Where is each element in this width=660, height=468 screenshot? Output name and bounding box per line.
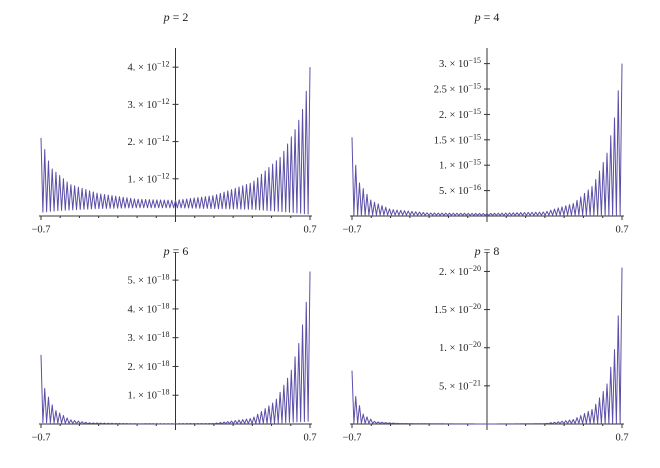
y-tick-mantissa: 5. × 10 [127, 276, 157, 287]
y-tick-mantissa: 4. × 10 [127, 304, 157, 315]
y-tick-label: 4. × 10−18 [127, 301, 169, 315]
x-tick-label: −0.7 [31, 432, 50, 443]
y-tick-label: 1. × 10−20 [439, 340, 481, 354]
y-tick-label: 1.5 × 10−20 [434, 302, 481, 316]
chart-panel: p = 8−0.7 0.75. × 10−211. × 10−201.5 × 10−… [342, 244, 628, 444]
y-tick-mantissa: 3. × 10 [439, 59, 469, 70]
y-tick-exponent: −12 [157, 97, 170, 106]
y-tick-label: 2. × 10−12 [127, 134, 169, 148]
y-tick-label: 3. × 10−12 [127, 97, 169, 111]
x-tick-label: 0.7 [615, 432, 628, 443]
y-tick-mantissa: 2. × 10 [439, 267, 469, 278]
y-tick-exponent: −18 [157, 301, 170, 310]
y-tick-mantissa: 3. × 10 [127, 333, 157, 344]
y-tick-label: 3. × 10−18 [127, 330, 169, 344]
y-tick-mantissa: 1. × 10 [127, 391, 157, 402]
y-tick-mantissa: 2. × 10 [127, 362, 157, 373]
x-tick-label: 0.7 [615, 224, 628, 235]
chart-title-variable: p [163, 10, 170, 24]
chart-title-variable: p [474, 10, 481, 24]
y-tick-exponent: −12 [157, 134, 170, 143]
y-tick-mantissa: 1.5 × 10 [434, 135, 469, 146]
y-tick-label: 2. × 10−15 [439, 107, 481, 121]
chart-panel: p = 2−0.7 0.71. × 10−122. × 10−123. × 10−1… [31, 10, 316, 236]
y-tick-mantissa: 1.5 × 10 [434, 305, 469, 316]
chart-title-variable: p [474, 244, 481, 258]
y-tick-label: 2.5 × 10−15 [434, 82, 481, 96]
chart-panel: p = 4−0.7 0.75. × 10−161. × 10−151.5 × 10−… [342, 10, 628, 236]
y-tick-exponent: −18 [157, 273, 170, 282]
x-tick-label: 0.7 [303, 224, 316, 235]
y-tick-mantissa: 2. × 10 [439, 110, 469, 121]
series-line [351, 63, 623, 216]
chart-title: p = 8 [474, 244, 500, 258]
x-tick-label: −0.7 [342, 432, 361, 443]
y-tick-exponent: −18 [157, 359, 170, 368]
y-tick-exponent: −12 [157, 171, 170, 180]
y-tick-label: 2. × 10−20 [439, 264, 481, 278]
y-tick-mantissa: 5. × 10 [439, 381, 469, 392]
chart-title-value: = 6 [173, 244, 189, 258]
y-tick-exponent: −15 [468, 56, 481, 65]
y-tick-mantissa: 5. × 10 [439, 186, 469, 197]
series-line [351, 267, 623, 425]
y-tick-exponent: −18 [157, 388, 170, 397]
y-tick-label: 5. × 10−21 [439, 378, 481, 392]
y-tick-mantissa: 3. × 10 [127, 100, 157, 111]
y-tick-label: 3. × 10−15 [439, 56, 481, 70]
y-tick-exponent: −15 [468, 82, 481, 91]
y-tick-exponent: −20 [468, 302, 481, 311]
y-tick-mantissa: 1. × 10 [127, 174, 157, 185]
chart-panel: p = 6−0.7 0.71. × 10−182. × 10−183. × 10−1… [31, 244, 316, 444]
chart-title-value: = 8 [484, 244, 500, 258]
x-tick-label: −0.7 [31, 224, 50, 235]
y-tick-exponent: −21 [468, 378, 481, 387]
chart-title-value: = 2 [173, 10, 189, 24]
chart-title-value: = 4 [484, 10, 500, 24]
series-line [40, 271, 311, 425]
y-tick-exponent: −16 [468, 183, 481, 192]
chart-title: p = 4 [474, 10, 500, 24]
chart-title: p = 6 [163, 244, 189, 258]
y-tick-label: 1.5 × 10−15 [434, 132, 481, 146]
y-tick-mantissa: 4. × 10 [127, 63, 157, 74]
y-tick-label: 4. × 10−12 [127, 60, 169, 74]
y-tick-exponent: −15 [468, 158, 481, 167]
chart-title-variable: p [163, 244, 170, 258]
y-tick-mantissa: 2. × 10 [127, 137, 157, 148]
y-tick-mantissa: 1. × 10 [439, 343, 469, 354]
series-line [40, 67, 311, 215]
y-tick-label: 2. × 10−18 [127, 359, 169, 373]
y-tick-mantissa: 1. × 10 [439, 161, 469, 172]
y-tick-exponent: −18 [157, 330, 170, 339]
y-tick-label: 1. × 10−18 [127, 388, 169, 402]
y-tick-label: 5. × 10−16 [439, 183, 481, 197]
y-tick-label: 1. × 10−12 [127, 171, 169, 185]
y-tick-exponent: −20 [468, 340, 481, 349]
y-tick-mantissa: 2.5 × 10 [434, 85, 469, 96]
y-tick-exponent: −15 [468, 132, 481, 141]
y-tick-exponent: −20 [468, 264, 481, 273]
y-tick-label: 1. × 10−15 [439, 158, 481, 172]
chart-title: p = 2 [163, 10, 189, 24]
x-tick-label: −0.7 [342, 224, 361, 235]
x-tick-label: 0.7 [303, 432, 316, 443]
y-tick-exponent: −15 [468, 107, 481, 116]
y-tick-label: 5. × 10−18 [127, 273, 169, 287]
y-tick-exponent: −12 [157, 60, 170, 69]
